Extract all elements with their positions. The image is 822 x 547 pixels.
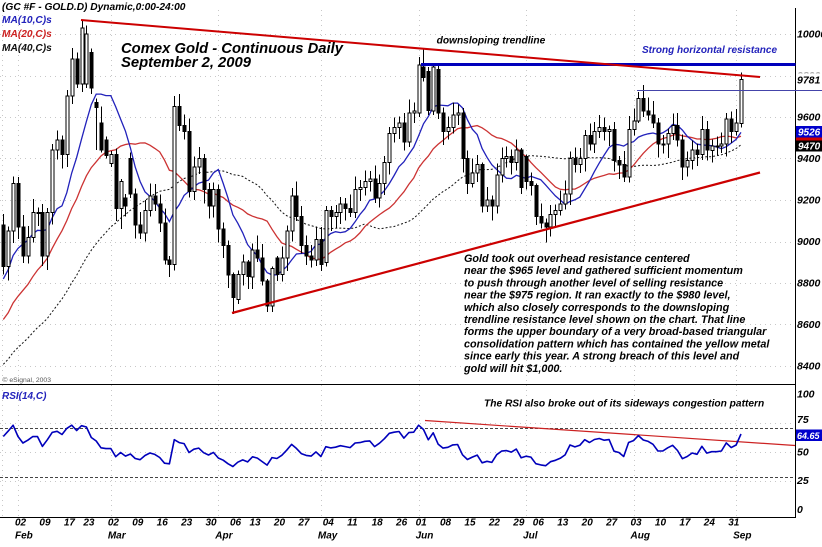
svg-text:06: 06 [533,518,545,529]
svg-text:31: 31 [728,518,740,529]
svg-text:The RSI also broke out of its: The RSI also broke out of its sideways c… [484,399,764,410]
svg-text:0: 0 [797,504,803,516]
svg-text:29: 29 [512,518,525,529]
svg-text:Feb: Feb [15,531,33,542]
svg-text:02: 02 [108,518,120,529]
svg-text:64.65: 64.65 [797,431,821,441]
svg-text:MA(20,C)s: MA(20,C)s [2,29,52,40]
svg-text:17: 17 [679,518,691,529]
svg-text:100: 100 [797,389,815,401]
svg-text:trendline resistance level sho: trendline resistance level shown on the … [464,314,745,326]
svg-text:22: 22 [488,518,501,529]
svg-text:Gold took out overhead resista: Gold took out overhead resistance center… [464,253,690,265]
svg-text:75: 75 [797,414,809,426]
svg-text:02: 02 [15,518,27,529]
svg-text:23: 23 [82,518,95,529]
svg-text:09: 09 [132,518,144,529]
svg-text:9400: 9400 [797,153,821,165]
svg-text:© eSignal, 2003: © eSignal, 2003 [3,376,52,384]
svg-text:13: 13 [249,518,261,529]
svg-text:Sep: Sep [733,531,751,542]
svg-text:09: 09 [39,518,51,529]
svg-text:23: 23 [180,518,193,529]
svg-text:Apr: Apr [214,531,233,542]
svg-text:MA(10,C)s: MA(10,C)s [2,15,52,26]
svg-text:RSI(14,C): RSI(14,C) [2,391,47,402]
svg-text:Mar: Mar [108,531,127,542]
svg-text:Aug: Aug [630,531,650,542]
svg-text:downsloping trendline: downsloping trendline [437,36,546,47]
svg-text:September 2, 2009: September 2, 2009 [121,55,252,71]
svg-text:forms the upper boundary of a: forms the upper boundary of a very broad… [464,326,767,338]
svg-text:Jul: Jul [523,531,538,542]
svg-text:consolidation pattern which ha: consolidation pattern which has containe… [464,338,770,350]
svg-text:25: 25 [796,475,809,487]
svg-text:MA(40,C)s: MA(40,C)s [2,43,52,54]
svg-text:May: May [318,531,338,542]
svg-text:to push through another level: to push through another level of selling… [464,277,723,289]
svg-text:18: 18 [372,518,384,529]
svg-text:08: 08 [440,518,452,529]
svg-text:10000: 10000 [797,29,822,41]
svg-text:near the $975 region. It ran e: near the $975 region. It ran exactly to … [464,290,730,302]
svg-text:near the $965 level and gather: near the $965 level and gathered suffici… [464,265,743,277]
svg-text:9781: 9781 [797,75,821,87]
svg-text:04: 04 [323,518,335,529]
svg-text:Jun: Jun [416,531,434,542]
svg-text:01: 01 [416,518,428,529]
svg-text:9600: 9600 [797,112,821,124]
svg-text:gold will hit $1,000.: gold will hit $1,000. [463,363,562,375]
svg-text:17: 17 [64,518,76,529]
svg-text:50: 50 [797,446,809,458]
svg-text:20: 20 [581,518,594,529]
svg-text:03: 03 [631,518,643,529]
svg-text:10: 10 [655,518,667,529]
svg-text:9526: 9526 [798,128,821,139]
svg-text:(GC #F - GOLD.D) Dynamic,0:00-: (GC #F - GOLD.D) Dynamic,0:00-24:00 [2,2,186,13]
svg-text:24: 24 [703,518,716,529]
svg-text:27: 27 [605,518,618,529]
svg-text:13: 13 [557,518,569,529]
svg-text:30: 30 [206,518,218,529]
svg-text:15: 15 [464,518,476,529]
svg-text:9470: 9470 [798,142,821,153]
svg-text:Strong horizontal resistance: Strong horizontal resistance [642,45,777,56]
svg-text:8800: 8800 [797,278,821,290]
svg-text:Comex Gold - Continuous Daily: Comex Gold - Continuous Daily [121,41,344,57]
svg-text:27: 27 [297,518,310,529]
svg-text:8600: 8600 [797,319,821,331]
svg-text:8400: 8400 [797,361,821,373]
svg-text:20: 20 [273,518,286,529]
svg-text:26: 26 [395,518,408,529]
svg-text:since early this year. A stron: since early this year. A strong breach o… [464,351,740,363]
svg-text:which also closely corresponds: which also closely corresponds to the do… [464,302,730,314]
svg-text:06: 06 [230,518,242,529]
svg-text:11: 11 [347,518,358,529]
svg-text:9000: 9000 [797,236,821,248]
svg-text:9200: 9200 [797,195,821,207]
svg-text:16: 16 [157,518,169,529]
